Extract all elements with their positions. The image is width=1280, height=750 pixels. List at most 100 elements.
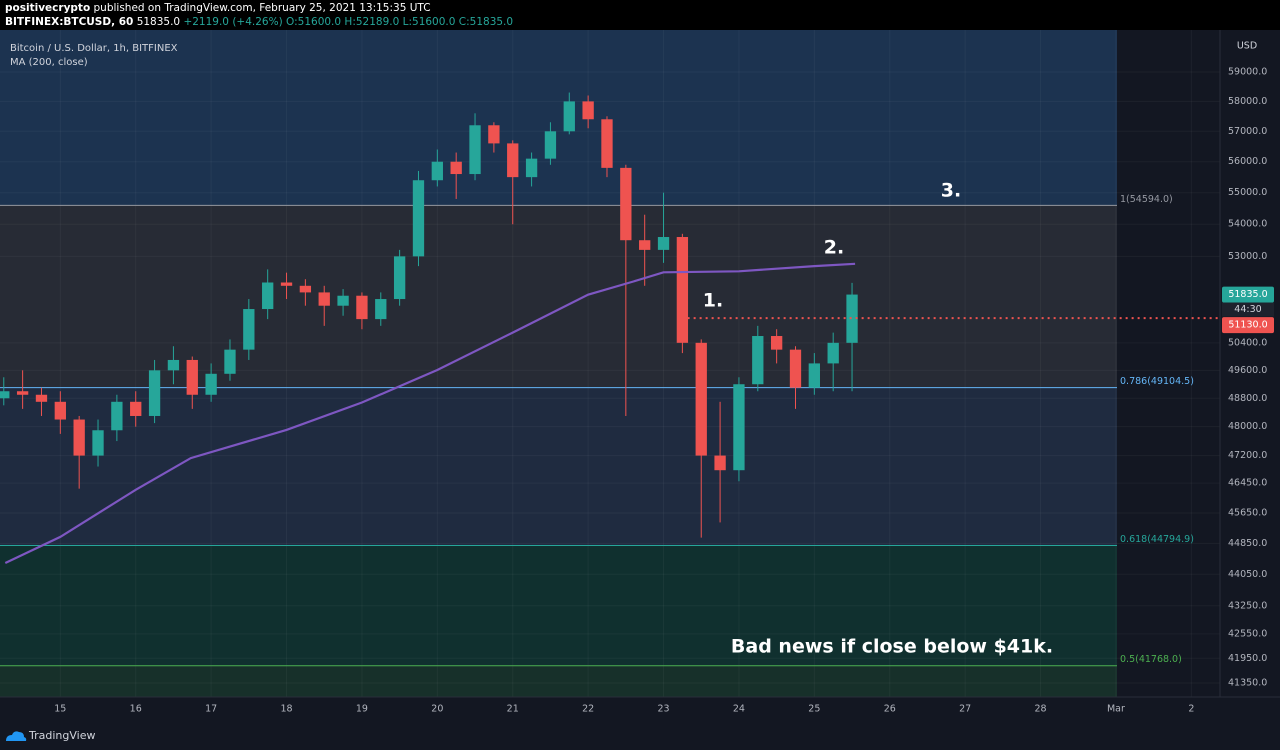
candle-body — [431, 161, 443, 181]
x-tick-label: 18 — [280, 704, 292, 715]
y-tick-label: 55000.0 — [1228, 187, 1267, 198]
candle-body — [262, 282, 274, 310]
candle-body — [601, 119, 613, 168]
candle-body — [92, 430, 104, 456]
candle-body — [657, 237, 670, 250]
currency-label: USD — [1237, 41, 1257, 52]
footer-brand: TradingView — [28, 729, 95, 742]
candle-body — [299, 285, 312, 293]
y-tick-label: 54000.0 — [1228, 219, 1267, 230]
candle-body — [318, 292, 330, 306]
header-bar — [0, 0, 1280, 30]
ohlc-low: L:51600.0 — [403, 16, 456, 28]
fib-label: 0.5(41768.0) — [1120, 654, 1182, 665]
countdown-box — [1222, 302, 1274, 317]
x-tick-label: 27 — [959, 704, 971, 715]
candle-body — [130, 401, 142, 416]
annotation: 3. — [941, 180, 961, 202]
candle-body — [111, 401, 123, 431]
candle-body — [733, 384, 745, 471]
candle-body — [356, 295, 368, 320]
y-tick-label: 46450.0 — [1228, 478, 1267, 489]
x-tick-label: 25 — [808, 704, 820, 715]
price-axis — [1220, 30, 1280, 697]
fib-zone — [0, 387, 1117, 546]
candle-body — [167, 359, 180, 371]
fib-zone — [0, 665, 1117, 697]
candle-body — [205, 373, 217, 395]
candle-body — [808, 363, 820, 388]
publisher: positivecrypto — [5, 2, 90, 14]
header-symbol: BITFINEX:BTCUSD, 60 51835.0 +2119.0 (+4.… — [5, 16, 513, 28]
fib-label: 0.786(49104.5) — [1120, 376, 1194, 387]
candle-body — [54, 401, 66, 420]
ohlc-close: C:51835.0 — [459, 16, 513, 28]
x-tick-label: 15 — [54, 704, 66, 715]
backgrounds — [0, 30, 1220, 697]
y-tick-label: 57000.0 — [1228, 126, 1267, 137]
annotation: Bad news if close below $41k. — [731, 636, 1053, 658]
y-tick-label: 48800.0 — [1228, 393, 1267, 404]
x-tick-label: Mar — [1107, 704, 1125, 715]
fib-zone — [0, 545, 1117, 666]
candle-body — [0, 391, 10, 399]
y-tick-label: 45650.0 — [1228, 507, 1267, 518]
y-tick-label: 56000.0 — [1228, 156, 1267, 167]
fib-label: 1(54594.0) — [1120, 194, 1173, 205]
x-tick-label: 19 — [356, 704, 368, 715]
candle-body — [73, 419, 85, 456]
footer-logo — [6, 731, 27, 741]
x-tick-label: 26 — [884, 704, 896, 715]
last-price-label: 51835.0 — [1228, 289, 1267, 300]
x-tick-label: 23 — [657, 704, 669, 715]
candle-body — [525, 158, 538, 178]
ohlc-high: H:52189.0 — [344, 16, 399, 28]
y-tick-label: 49600.0 — [1228, 365, 1267, 376]
candle-body — [375, 299, 387, 320]
candle-body — [488, 125, 500, 144]
change: +2119.0 (+4.26%) — [183, 16, 282, 28]
y-tick-label: 50400.0 — [1228, 337, 1267, 348]
x-tick-label: 24 — [733, 704, 745, 715]
candle-body — [639, 240, 651, 250]
ohlc-open: O:51600.0 — [286, 16, 341, 28]
y-tick-label: 41350.0 — [1228, 678, 1267, 689]
y-tick-label: 53000.0 — [1228, 251, 1267, 262]
candle-body — [846, 294, 858, 343]
time-axis — [0, 697, 1280, 720]
plot: 1(54594.0) 0.786(49104.5) 0.618(44794.9) 0.… — [0, 30, 1280, 720]
published: published on TradingView.com, February 2… — [94, 2, 431, 14]
footer-bar — [0, 720, 1280, 750]
ma-legend: MA (200, close) — [10, 57, 88, 68]
candle-body — [544, 131, 557, 159]
candle-body — [412, 180, 425, 257]
hline-price-label: 51130.0 — [1228, 320, 1267, 331]
countdown: 44:30 — [1234, 304, 1261, 315]
x-tick-label: 21 — [507, 704, 519, 715]
candle-body — [243, 309, 255, 350]
fib-zone — [0, 205, 1117, 388]
candle-body — [752, 336, 764, 385]
x-tick-label: 17 — [205, 704, 217, 715]
candle-body — [16, 391, 29, 395]
y-tick-label: 43250.0 — [1228, 600, 1267, 611]
y-tick-label: 59000.0 — [1228, 67, 1267, 78]
candle-body — [186, 359, 198, 395]
annotation: 1. — [703, 290, 723, 312]
candle-body — [620, 167, 632, 241]
candle-body — [35, 394, 48, 402]
candle-body — [827, 342, 839, 364]
candle-body — [507, 143, 519, 178]
candle-body — [450, 161, 462, 175]
hline-price-box — [1222, 317, 1274, 334]
x-tick-label: 16 — [130, 704, 142, 715]
x-tick-label: 22 — [582, 704, 594, 715]
x-tick-label: 20 — [431, 704, 443, 715]
fib-zone — [0, 30, 1117, 206]
chart-title: Bitcoin / U.S. Dollar, 1h, BITFINEX — [10, 43, 178, 54]
y-tick-label: 42550.0 — [1228, 628, 1267, 639]
candle-body — [770, 336, 783, 350]
candle-body — [280, 282, 293, 286]
y-tick-label: 58000.0 — [1228, 96, 1267, 107]
